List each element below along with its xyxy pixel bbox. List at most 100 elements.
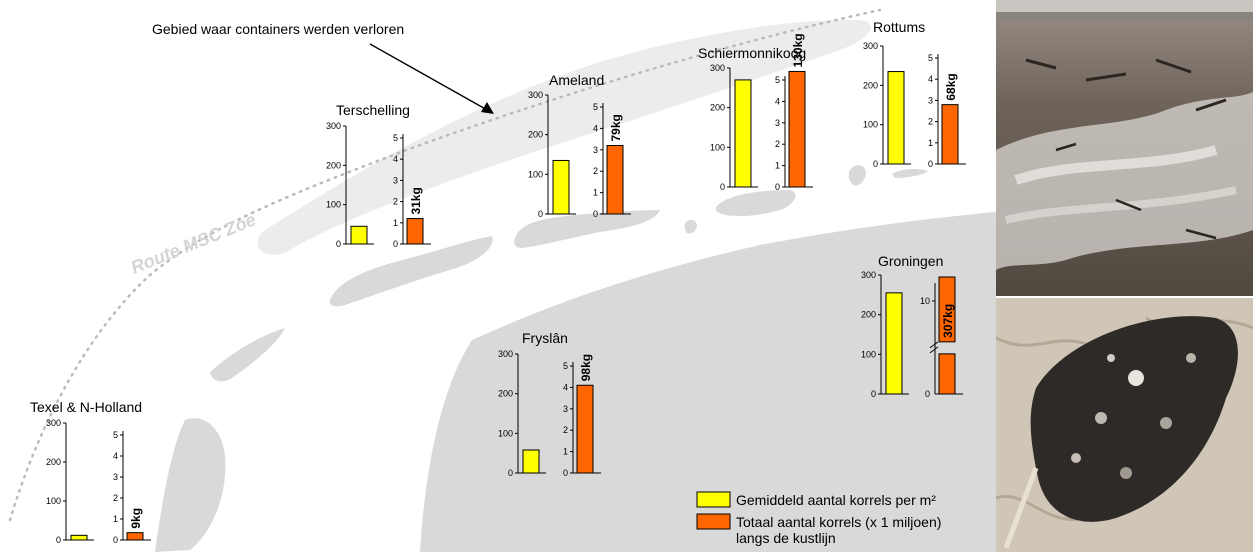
- total-tick-label-schiermonnikoog: 5: [775, 75, 780, 85]
- chart-title-terschelling: Terschelling: [336, 102, 410, 118]
- route-label: Route MSC Zoe: [128, 209, 259, 277]
- total-tick-label-schiermonnikoog: 0: [775, 182, 780, 192]
- legend-label-yellow: Gemiddeld aantal korrels per m²: [736, 492, 936, 508]
- density-tick-label-frysl-n: 0: [508, 468, 513, 478]
- legend-label-orange-1: Totaal aantal korrels (x 1 miljoen): [736, 514, 941, 530]
- total-tick-label-schiermonnikoog: 2: [775, 139, 780, 149]
- density-tick-label-groningen: 200: [861, 310, 876, 320]
- total-tick-label-texel-n-holland: 4: [113, 451, 118, 461]
- total-tick-label-ameland: 1: [593, 188, 598, 198]
- total-tick-label-ameland: 3: [593, 145, 598, 155]
- density-tick-label-texel-n-holland: 300: [46, 418, 61, 428]
- island-schiermonnikoog: [715, 190, 796, 217]
- total-tick-label-frysl-n: 4: [563, 382, 568, 392]
- density-tick-label-terschelling: 300: [326, 121, 341, 131]
- total-tick-label-frysl-n: 0: [563, 468, 568, 478]
- density-tick-label-frysl-n: 300: [498, 349, 513, 359]
- container-loss-area: [257, 19, 871, 255]
- total-bar-schiermonnikoog: [788, 70, 806, 188]
- island-ameland: [514, 210, 660, 248]
- map-land: [155, 165, 996, 552]
- density-tick-label-schiermonnikoog: 100: [710, 142, 725, 152]
- density-tick-label-schiermonnikoog: 0: [720, 182, 725, 192]
- density-tick-label-frysl-n: 100: [498, 428, 513, 438]
- beach-photo-pellets: [996, 0, 1253, 296]
- total-tick-label-ameland: 2: [593, 166, 598, 176]
- chart-title-rottums: Rottums: [873, 19, 925, 35]
- total-tick-label-ameland: 5: [593, 102, 598, 112]
- total-tick-label-groningen: 0: [925, 389, 930, 399]
- chart-title-texel-n-holland: Texel & N-Holland: [30, 399, 142, 415]
- density-tick-label-terschelling: 0: [336, 239, 341, 249]
- legend-swatch-yellow: [696, 491, 731, 508]
- total-tick-label-rottums: 5: [928, 53, 933, 63]
- total-tick-label-texel-n-holland: 5: [113, 430, 118, 440]
- total-tick-label-rottums: 4: [928, 74, 933, 84]
- total-value-label-groningen: 307kg: [941, 304, 955, 338]
- density-tick-label-groningen: 300: [861, 270, 876, 280]
- density-bar-schiermonnikoog: [734, 79, 752, 188]
- legend-label-orange-2: langs de kustlijn: [736, 530, 836, 546]
- density-tick-label-schiermonnikoog: 200: [710, 103, 725, 113]
- total-tick-label-schiermonnikoog: 3: [775, 118, 780, 128]
- annotation-arrow: [369, 43, 490, 112]
- total-value-label-terschelling: 31kg: [409, 187, 423, 214]
- density-tick-label-rottums: 300: [863, 41, 878, 51]
- density-bar-frysl-n: [522, 449, 540, 474]
- total-tick-label-frysl-n: 3: [563, 404, 568, 414]
- total-bar-ameland: [606, 145, 624, 215]
- chart-title-schiermonnikoog: Schiermonnikoog: [698, 45, 806, 61]
- beach-photo-tar-clump: [996, 298, 1253, 552]
- total-value-label-ameland: 79kg: [609, 114, 623, 141]
- density-tick-label-rottums: 100: [863, 120, 878, 130]
- axis-break-mark-groningen: [929, 341, 939, 349]
- density-tick-label-frysl-n: 200: [498, 389, 513, 399]
- total-bar-terschelling: [406, 218, 424, 245]
- island-rottumerplaat: [848, 165, 866, 186]
- total-tick-label-texel-n-holland: 0: [113, 535, 118, 545]
- total-tick-label-terschelling: 1: [393, 218, 398, 228]
- total-tick-label-texel-n-holland: 2: [113, 493, 118, 503]
- total-tick-label-terschelling: 3: [393, 175, 398, 185]
- total-value-label-frysl-n: 98kg: [579, 354, 593, 381]
- density-tick-label-rottums: 200: [863, 80, 878, 90]
- chart-title-groningen: Groningen: [878, 253, 943, 269]
- density-tick-label-ameland: 300: [528, 90, 543, 100]
- density-tick-label-ameland: 100: [528, 169, 543, 179]
- total-bar-frysl-n: [576, 384, 594, 474]
- total-tick-label-terschelling: 0: [393, 239, 398, 249]
- total-value-label-schiermonnikoog: 130kg: [791, 33, 805, 67]
- total-tick-label-rottums: 3: [928, 95, 933, 105]
- total-tick-label-schiermonnikoog: 4: [775, 96, 780, 106]
- total-tick-label-rottums: 2: [928, 117, 933, 127]
- total-tick-label-rottums: 0: [928, 159, 933, 169]
- mainland: [420, 212, 996, 552]
- total-tick-label-texel-n-holland: 3: [113, 472, 118, 482]
- density-tick-label-terschelling: 200: [326, 160, 341, 170]
- density-tick-label-texel-n-holland: 200: [46, 457, 61, 467]
- total-tick-label-ameland: 4: [593, 123, 598, 133]
- total-tick-label-frysl-n: 5: [563, 361, 568, 371]
- ship-route: [8, 8, 882, 522]
- island-rottumeroog: [892, 169, 928, 178]
- total-bar-rottums: [941, 104, 959, 165]
- total-bar-upper-groningen: [938, 276, 956, 343]
- total-tick-label-schiermonnikoog: 1: [775, 161, 780, 171]
- island-texel: [155, 418, 226, 552]
- density-bar-rottums: [887, 71, 905, 165]
- total-tick-label-terschelling: 5: [393, 133, 398, 143]
- axis-break-mark-groningen: [929, 346, 939, 354]
- total-value-label-rottums: 68kg: [944, 73, 958, 100]
- legend: Gemiddeld aantal korrels per m² Totaal a…: [696, 491, 941, 546]
- density-tick-label-texel-n-holland: 0: [56, 535, 61, 545]
- total-tick-label-ameland: 0: [593, 209, 598, 219]
- density-bar-groningen: [885, 292, 903, 395]
- island-vlieland: [210, 328, 285, 382]
- density-tick-label-terschelling: 100: [326, 200, 341, 210]
- total-tick-label-groningen: 10: [920, 296, 930, 306]
- chart-title-frysl-n: Fryslân: [522, 330, 568, 346]
- loss-area-annotation: Gebied waar containers werden verloren: [152, 21, 404, 37]
- density-bar-texel-n-holland: [70, 534, 88, 541]
- density-bar-terschelling: [350, 225, 368, 245]
